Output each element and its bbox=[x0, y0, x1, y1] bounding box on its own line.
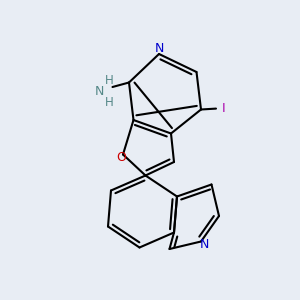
Text: N: N bbox=[94, 85, 104, 98]
Text: I: I bbox=[222, 101, 225, 115]
Text: O: O bbox=[117, 151, 126, 164]
Text: H: H bbox=[105, 74, 114, 88]
Text: N: N bbox=[154, 42, 164, 55]
Text: H: H bbox=[105, 95, 114, 109]
Text: N: N bbox=[199, 238, 209, 251]
